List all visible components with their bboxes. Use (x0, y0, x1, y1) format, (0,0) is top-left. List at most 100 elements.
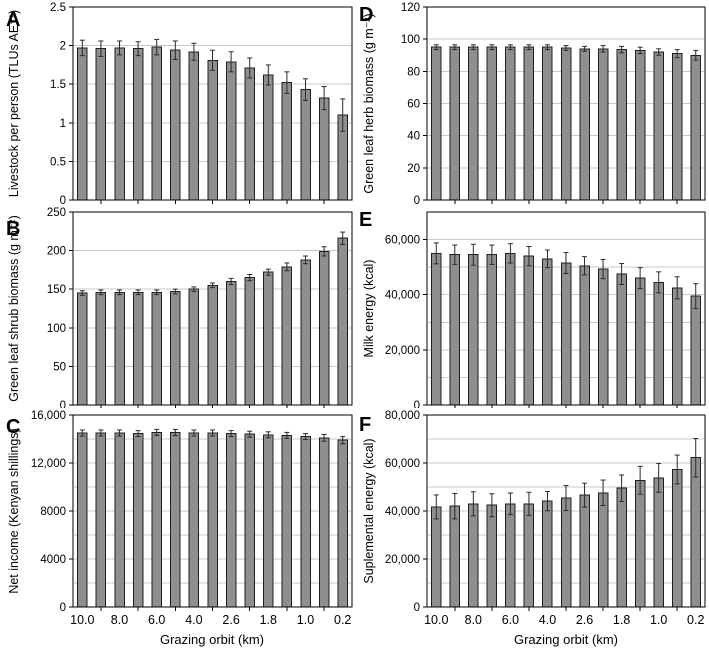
y-tick-label: 1 (60, 118, 66, 130)
x-tick-label: 8.0 (465, 613, 482, 627)
error-bars (79, 38, 346, 132)
x-tick-label: 1.0 (297, 613, 314, 627)
chart-D: 120 100 80 60 40 20 0 Green leaf herb biomass (… (362, 2, 706, 205)
panel-chart-B: 250 200 150 100 50 0 Green leaf shrub biomass … (0, 205, 355, 408)
y-tick-label: 2.5 (50, 2, 66, 14)
y-axis: 80,000 60,000 40,000 20,000 0 (385, 410, 427, 614)
bar (542, 258, 553, 406)
bar (151, 46, 162, 201)
y-tick-label: 40,000 (385, 506, 420, 518)
bar (318, 250, 330, 406)
bar (486, 504, 498, 608)
bar (225, 61, 237, 201)
y-tick-label: 20,000 (385, 345, 420, 357)
y-tick-label: 2 (60, 41, 66, 53)
y-axis: 120 100 80 60 40 20 0 (401, 2, 427, 205)
bar (690, 54, 701, 201)
bar (281, 266, 293, 406)
bar (132, 48, 144, 201)
bar (188, 288, 200, 406)
bar (337, 237, 348, 406)
panel-letter-a: A (6, 9, 21, 31)
bar (318, 97, 330, 201)
bar (542, 500, 553, 608)
bar (523, 255, 535, 406)
x-tick-label: 1.8 (260, 613, 277, 627)
bar (523, 503, 535, 608)
x-tick-label: 4.0 (539, 613, 556, 627)
y-axis: 2.5 2 1.5 1 0.5 0 (50, 2, 73, 205)
bars (77, 431, 348, 608)
bar (671, 53, 683, 201)
bar (431, 252, 442, 406)
bar (560, 47, 572, 201)
bar (653, 281, 664, 406)
bar (634, 479, 646, 608)
panel-chart-A: 2.5 2 1.5 1 0.5 0 Livestock per person (TLUs A… (0, 0, 355, 205)
y-tick-label: 60,000 (385, 458, 420, 470)
bar (114, 291, 125, 406)
y-tick-label: 60,000 (385, 235, 420, 247)
bar (597, 48, 609, 201)
y-axis-title: Livestock per person (TLUs AE⁻¹) (7, 10, 21, 197)
bar (207, 432, 218, 608)
bar (634, 277, 646, 406)
bar (281, 434, 293, 608)
error-bars (79, 231, 346, 296)
bar (151, 291, 162, 406)
bar (597, 268, 609, 406)
x-tick-label: 0.2 (334, 613, 351, 627)
bar (263, 74, 274, 201)
bar (449, 254, 461, 406)
bar (300, 259, 311, 406)
x-axis: 10.0 8.0 6.0 4.0 2.6 1.8 1.0 0.2 (70, 607, 351, 627)
x-tick-label: 10.0 (70, 613, 94, 627)
bar (170, 291, 181, 406)
bar (523, 46, 535, 201)
y-tick-label: 40 (407, 131, 420, 143)
y-tick-label: 0 (60, 400, 66, 408)
bar (263, 271, 274, 406)
y-tick-label: 20,000 (385, 554, 420, 566)
bar (690, 457, 701, 608)
bar (207, 59, 218, 201)
x-tick-label: 2.6 (576, 613, 593, 627)
bar (431, 46, 442, 201)
chart-F: 80,000 60,000 40,000 20,000 0 Suplemental ene… (362, 410, 706, 627)
chart-B: 250 200 150 100 50 0 Green leaf shrub biomass … (7, 207, 353, 408)
y-axis: 60,000 40,000 20,000 0 (385, 235, 427, 408)
y-tick-label: 60 (407, 99, 420, 111)
x-axis-title-right: Grazing orbit (km) (513, 632, 619, 647)
y-tick-label: 8000 (40, 506, 66, 518)
x-axis (454, 405, 678, 408)
y-tick-label: 150 (47, 284, 66, 296)
bars (431, 457, 701, 608)
bar (505, 46, 516, 201)
bars (431, 252, 701, 406)
bar (616, 49, 627, 201)
bar (560, 497, 572, 608)
x-axis: 10.0 8.0 6.0 4.0 2.6 1.8 1.0 0.2 (424, 607, 704, 627)
y-tick-label: 100 (401, 34, 420, 46)
bar (431, 506, 442, 608)
bar (263, 434, 274, 608)
bar (132, 433, 144, 608)
bar (170, 431, 181, 608)
bar (542, 46, 553, 201)
bar (132, 291, 144, 406)
panel-chart-F: 80,000 60,000 40,000 20,000 0 Suplemental ene… (355, 408, 709, 651)
bar (281, 82, 293, 201)
bar (77, 47, 88, 201)
chart-C: 16,000 12,000 8000 4000 0 Net income (Kenyan … (7, 410, 353, 627)
bar (114, 432, 125, 608)
panel-letter-c: C (6, 416, 21, 438)
bar (597, 492, 609, 608)
bar (449, 46, 461, 201)
y-tick-label: 0 (414, 602, 420, 614)
bar (95, 432, 107, 608)
x-tick-label: 4.0 (185, 613, 202, 627)
panel-chart-E: 60,000 40,000 20,000 0 Milk energy (kcal) (355, 205, 709, 408)
bar (225, 433, 237, 608)
bar (505, 252, 516, 406)
